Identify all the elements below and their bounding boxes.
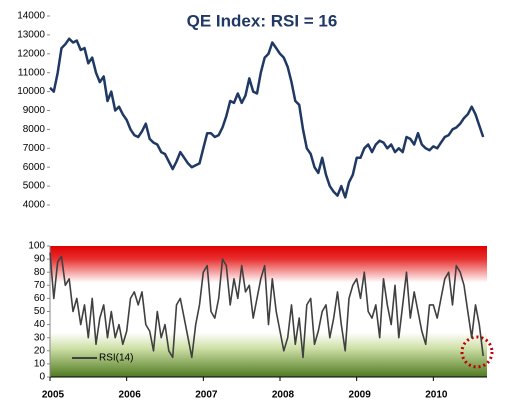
data-line xyxy=(49,252,484,359)
y-tick-label: 10000 xyxy=(17,86,45,97)
y-tick-label: 13000 xyxy=(17,30,45,41)
highlight-circle xyxy=(460,335,494,369)
y-tick-label: 100 xyxy=(28,241,45,252)
y-tick-label: 8000 xyxy=(23,124,46,135)
y-tick-label: 90 xyxy=(34,254,46,265)
y-tick-label: 0 xyxy=(39,372,45,383)
x-tick-label: 2009 xyxy=(349,390,372,401)
x-tick-label: 2008 xyxy=(272,390,295,401)
y-tick-label: 7000 xyxy=(23,143,46,154)
y-tick-label: 14000 xyxy=(17,11,45,22)
y-tick-label: 30 xyxy=(34,332,46,343)
y-tick-label: 40 xyxy=(34,319,46,330)
y-tick-label: 6000 xyxy=(23,162,46,173)
y-tick-label: 11000 xyxy=(18,67,46,78)
x-tick-label: 2006 xyxy=(119,390,142,401)
y-tick-label: 50 xyxy=(34,306,46,317)
x-tick-label: 2010 xyxy=(425,390,448,401)
legend-label: RSI(14) xyxy=(99,353,133,364)
rsi-background xyxy=(50,246,487,377)
x-tick-label: 2007 xyxy=(195,390,218,401)
y-tick-label: 10 xyxy=(34,359,46,370)
y-tick-label: 70 xyxy=(34,280,46,291)
y-tick-label: 5000 xyxy=(23,181,46,192)
chart-title: QE Index: RSI = 16 xyxy=(187,11,338,30)
x-tick-label: 2005 xyxy=(42,390,65,401)
y-tick-label: 80 xyxy=(34,267,46,278)
y-tick-label: 60 xyxy=(34,293,46,304)
y-tick-label: 12000 xyxy=(17,48,45,59)
y-tick-label: 4000 xyxy=(23,200,46,211)
y-tick-label: 9000 xyxy=(23,105,46,116)
data-line xyxy=(49,37,485,199)
y-tick-label: 20 xyxy=(34,345,46,356)
